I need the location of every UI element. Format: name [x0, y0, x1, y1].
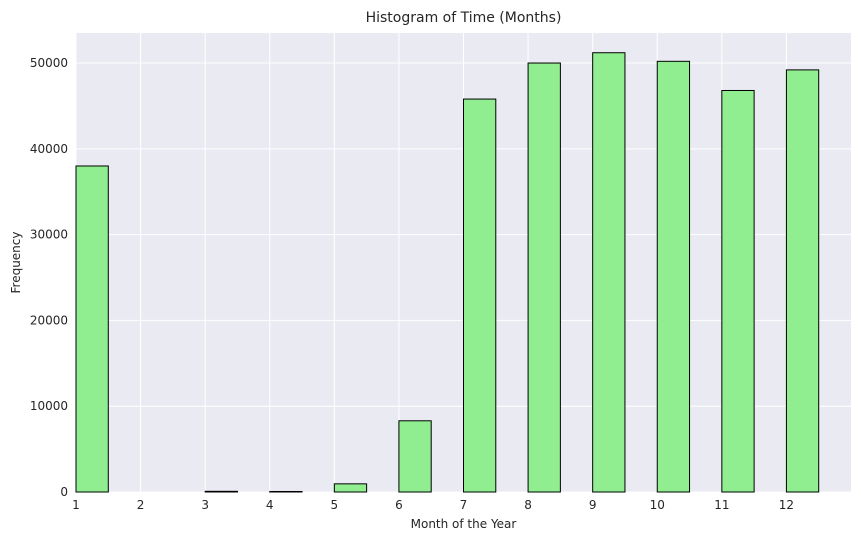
histogram-bar [269, 490, 303, 493]
histogram-bar [592, 52, 626, 493]
histogram-bar [398, 420, 432, 493]
x-tick-label: 5 [331, 498, 339, 512]
y-axis-label: Frequency [9, 232, 23, 294]
histogram-bar [333, 483, 368, 493]
histogram-bar [204, 490, 238, 493]
x-tick-label: 2 [137, 498, 145, 512]
histogram-bar [785, 69, 820, 493]
y-tick-label: 0 [60, 485, 68, 499]
x-tick-labels: 1 2 3 4 5 6 7 8 9 10 11 12 [72, 498, 794, 512]
y-tick-label: 50000 [30, 56, 68, 70]
x-tick-label: 11 [714, 498, 729, 512]
histogram-bar [463, 98, 497, 493]
histogram-bar [527, 62, 561, 493]
x-tick-label: 8 [524, 498, 532, 512]
x-tick-label: 7 [460, 498, 468, 512]
bars [75, 52, 820, 493]
chart-title: Histogram of Time (Months) [366, 10, 562, 26]
y-tick-labels: 0 10000 20000 30000 40000 50000 [30, 56, 68, 499]
x-tick-label: 4 [266, 498, 274, 512]
x-tick-label: 1 [72, 498, 80, 512]
x-tick-label: 3 [201, 498, 209, 512]
histogram-bar [656, 60, 691, 493]
y-tick-label: 10000 [30, 399, 68, 413]
x-tick-label: 6 [395, 498, 403, 512]
x-axis-label: Month of the Year [411, 517, 517, 531]
x-tick-label: 12 [779, 498, 794, 512]
x-tick-label: 9 [589, 498, 597, 512]
y-tick-label: 30000 [30, 228, 68, 242]
x-tick-label: 10 [650, 498, 665, 512]
histogram-bar [75, 165, 109, 493]
histogram-bar [721, 89, 755, 493]
y-tick-label: 40000 [30, 142, 68, 156]
y-tick-label: 20000 [30, 313, 68, 327]
